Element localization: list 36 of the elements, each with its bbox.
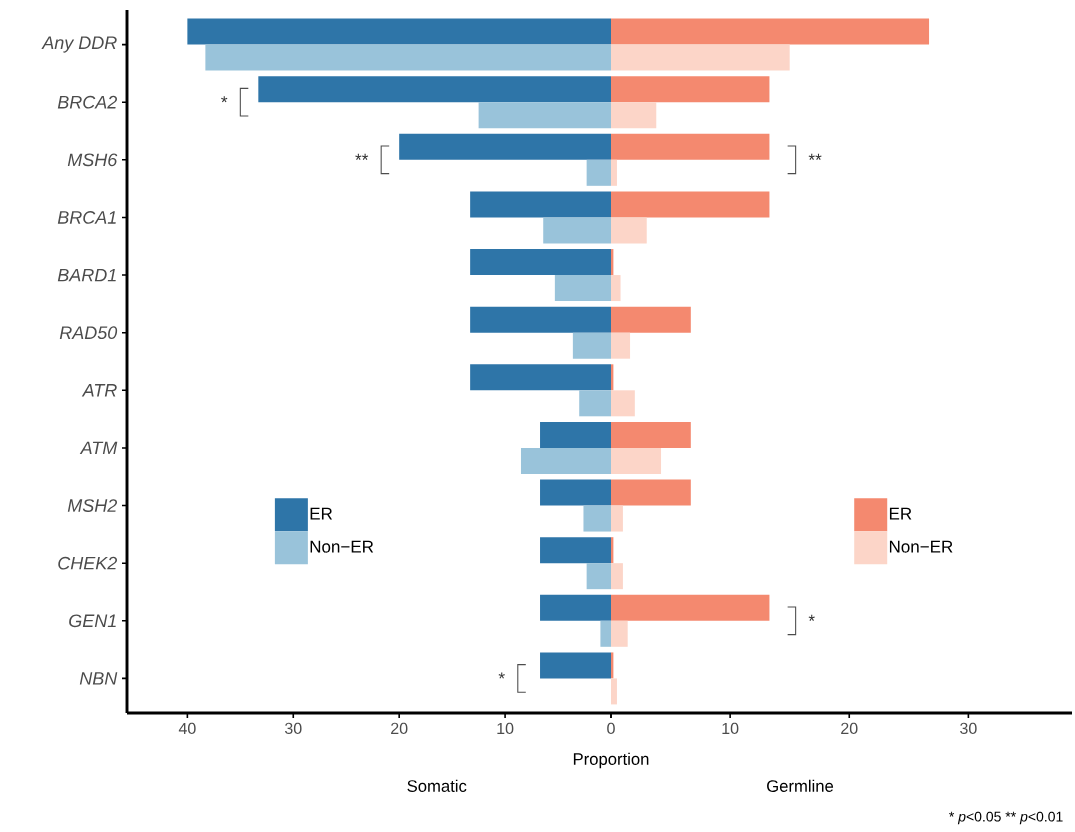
- x-tick-label: 20: [391, 722, 408, 735]
- x-tick-label: 10: [722, 722, 739, 735]
- text: *p<0.05 ** p<0.01: [949, 811, 1063, 825]
- y-tick-label: ATR: [81, 384, 117, 397]
- annotation: **: [355, 153, 369, 160]
- y-tick-label: MSH6: [67, 153, 118, 167]
- x-tick-label: 10: [497, 722, 514, 735]
- x-tick-label: 40: [178, 722, 196, 735]
- y-tick-label: Any DDR: [41, 36, 117, 53]
- bar: [611, 678, 617, 705]
- y-tick-label: ATM: [79, 441, 118, 455]
- x-axis-title: Germline: [767, 779, 834, 792]
- y-tick-label: BARD1: [57, 268, 116, 282]
- x-tick-label: 20: [841, 722, 858, 735]
- annotation: *: [808, 614, 815, 621]
- y-tick-label: NBN: [79, 672, 118, 685]
- legend-label: ER: [889, 507, 912, 520]
- annotation: *: [221, 96, 228, 103]
- y-tick-label: BRCA1: [57, 211, 116, 224]
- y-tick-label: RAD50: [59, 326, 118, 340]
- y-tick-label: BRCA2: [57, 95, 118, 109]
- legend-label: ER: [310, 507, 333, 520]
- bar: [611, 275, 621, 302]
- text: Proportion: [573, 752, 649, 769]
- legend-label: Non−ER: [310, 540, 374, 553]
- annotation: *: [498, 672, 505, 679]
- x-axis-title: Somatic: [407, 779, 467, 792]
- y-tick-label: MSH2: [67, 499, 118, 512]
- annotation: **: [808, 153, 822, 160]
- y-tick-label: GEN1: [69, 614, 116, 628]
- x-tick-label: 0: [607, 722, 615, 735]
- legend-label: Non−ER: [889, 540, 953, 553]
- bar: [611, 159, 617, 186]
- x-tick-label: 30: [284, 722, 302, 735]
- x-tick-label: 30: [960, 722, 977, 735]
- y-tick-label: CHEK2: [58, 556, 118, 570]
